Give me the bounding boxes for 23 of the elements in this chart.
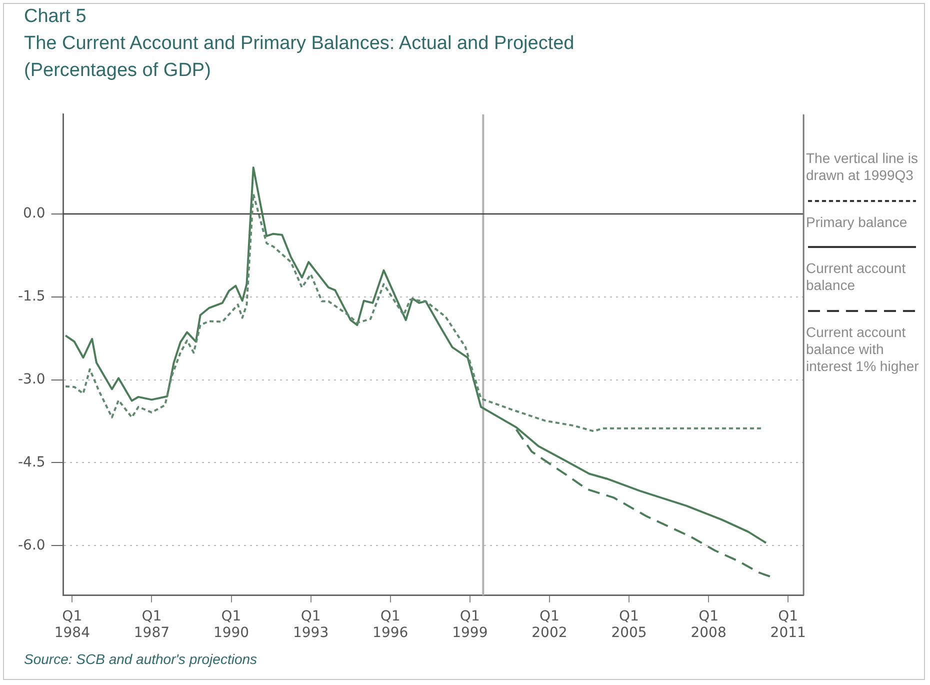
y-tick-label: -4.5	[18, 454, 46, 470]
x-tick-label: Q1 2005	[611, 608, 647, 642]
x-tick-label: Q1 1996	[372, 608, 408, 642]
text: Current account balance	[806, 260, 906, 294]
chart-title: Chart 5	[24, 6, 86, 28]
text: Primary balance	[806, 214, 908, 230]
x-tick-label: Q1 1987	[134, 608, 170, 642]
y-tick-label: 0.0	[23, 206, 46, 222]
y-axis-title: (Percentages of GDP)	[24, 60, 211, 82]
y-tick-label: -6.0	[18, 537, 46, 554]
source-note: Source: SCB and author's projections	[24, 651, 258, 667]
text: The vertical line is drawn at 1999Q3	[806, 150, 920, 184]
chart-subtitle: The Current Account and Primary Balances: Actual and Projected	[24, 33, 574, 55]
y-tick-label: -1.5	[18, 288, 46, 304]
text: Current account balance with interest 1% higher	[806, 324, 919, 374]
y-tick-label: -3.0	[18, 371, 46, 388]
x-tick-label: Q1 1993	[292, 608, 329, 642]
x-tick-label: Q1 2002	[532, 608, 568, 642]
x-tick-label: Q1 1990	[213, 608, 250, 642]
x-tick-label: Q1 1999	[452, 608, 488, 642]
x-tick-label: Q1 2011	[770, 608, 806, 642]
x-tick-label: Q1 2008	[690, 608, 726, 642]
x-tick-label: Q1 1984	[54, 608, 90, 642]
